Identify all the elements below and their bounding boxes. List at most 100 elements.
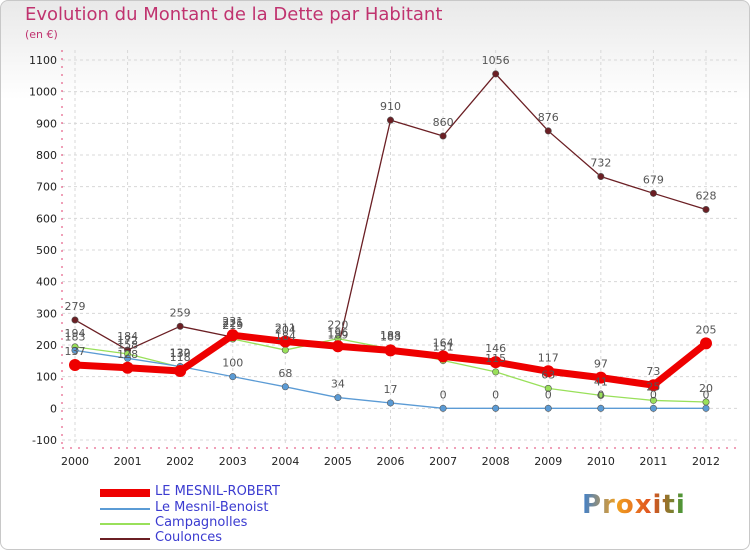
x-tick-label-2000: 2000 [61,455,89,468]
x-tick-label-2010: 2010 [587,455,615,468]
series-layer [69,71,712,412]
series-3-label-2009: 876 [538,111,559,124]
proxiti-logo: Proxiti [582,490,686,520]
series-2-point-2008 [492,369,498,375]
series-2-point-2004 [282,347,288,353]
y-tick-label-400: 400 [36,276,57,289]
series-3-label-2000: 279 [65,300,86,313]
series-3-label-2006: 910 [380,100,401,113]
series-1-point-2010 [598,405,604,411]
x-tick-label-2005: 2005 [324,455,352,468]
y-tick-label-100: 100 [36,371,57,384]
y-tick-label-700: 700 [36,181,57,194]
series-3-label-2010: 732 [590,157,611,170]
series-0-point-2002 [174,365,186,377]
y-tick-label-600: 600 [36,212,57,225]
series-3-point-2000 [72,317,78,323]
series-3-label-2011: 679 [643,173,664,186]
y-tick-label-200: 200 [36,339,57,352]
x-tick-label-2003: 2003 [219,455,247,468]
x-tick-label-2002: 2002 [166,455,194,468]
series-0-point-2001 [122,362,134,374]
series-0-label-2011: 73 [646,365,660,378]
y-tick-label-500: 500 [36,244,57,257]
y-tick-label-0: 0 [50,402,57,415]
x-tick-label-2004: 2004 [271,455,299,468]
series-1-label-2007: 0 [440,388,447,401]
legend-swatch-2 [100,523,150,525]
series-1-label-2008: 0 [492,388,499,401]
y-tick-label-900: 900 [36,117,57,130]
series-1-point-2005 [335,394,341,400]
x-tick-label-2008: 2008 [482,455,510,468]
series-1-label-2004: 68 [278,367,292,380]
series-3-label-2007: 860 [433,116,454,129]
y-tick-label-1100: 1100 [29,54,57,67]
series-2-label-2006: 188 [380,329,401,342]
series-3-label-2001: 184 [117,330,138,343]
series-3-label-2008: 1056 [482,54,510,67]
series-1-point-2009 [545,405,551,411]
series-2-label-2010: 41 [594,375,608,388]
x-tick-label-2011: 2011 [639,455,667,468]
series-1-label-2005: 34 [331,378,345,391]
y-tick-label-1000: 1000 [29,86,57,99]
series-2-label-2011: 25 [646,380,660,393]
series-0-point-2012 [700,337,712,349]
logo-text: Proxiti [582,490,686,520]
series-1-point-2011 [650,405,656,411]
series-1-label-2010: 0 [597,388,604,401]
series-2-label-2012: 20 [699,382,713,395]
legend-label-2: Campagnolles [155,515,247,530]
x-tick-label-2001: 2001 [114,455,142,468]
line-chart: -100010020030040050060070080090010001100… [0,0,750,550]
series-1-point-2004 [282,384,288,390]
x-tick-label-2012: 2012 [692,455,720,468]
legend-label-0: LE MESNIL-ROBERT [155,484,280,499]
series-2-label-2000: 194 [65,327,86,340]
x-tick-label-2007: 2007 [429,455,457,468]
y-tick-label-800: 800 [36,149,57,162]
x-tick-label-2006: 2006 [377,455,405,468]
series-1-point-2007 [440,405,446,411]
series-3-label-2004: 204 [275,324,296,337]
series-2-label-2008: 115 [485,352,506,365]
series-0-label-2000: 137 [65,345,86,358]
series-1-label-2009: 0 [545,388,552,401]
series-1-point-2008 [492,405,498,411]
legend-swatch-3 [100,538,150,540]
y-tick-label--100: -100 [32,434,57,447]
series-3-point-2012 [703,206,709,212]
series-3-point-2007 [440,133,446,139]
series-1-label-2006: 17 [384,383,398,396]
legend-swatch-1 [100,508,150,510]
series-3-label-2012: 628 [696,189,717,202]
series-3-point-2010 [598,173,604,179]
series-0-point-2005 [332,340,344,352]
series-3-point-2006 [387,117,393,123]
series-0-label-2009: 117 [538,351,559,364]
series-1-point-2006 [387,400,393,406]
series-3-point-2011 [650,190,656,196]
series-1-point-2003 [230,373,236,379]
series-2-label-2009: 63 [541,368,555,381]
series-0-point-2000 [69,359,81,371]
series-1-point-2012 [703,405,709,411]
series-1-label-2003: 100 [222,357,243,370]
series-0-point-2006 [385,344,397,356]
series-2-label-2007: 151 [433,341,454,354]
legend-label-1: Le Mesnil-Benoist [155,500,268,515]
series-3-label-2002: 259 [170,306,191,319]
series-3-label-2003: 225 [222,317,243,330]
legend-swatch-0 [100,489,150,497]
legend-label-3: Coulonces [155,530,222,545]
series-3-point-2008 [492,71,498,77]
y-tick-label-300: 300 [36,307,57,320]
series-0-label-2012: 205 [696,323,717,336]
series-3-label-2005: 189 [327,328,348,341]
series-0-label-2010: 97 [594,358,608,371]
series-2-label-2002: 130 [170,347,191,360]
x-tick-label-2009: 2009 [534,455,562,468]
series-3-point-2009 [545,128,551,134]
series-3-point-2002 [177,323,183,329]
